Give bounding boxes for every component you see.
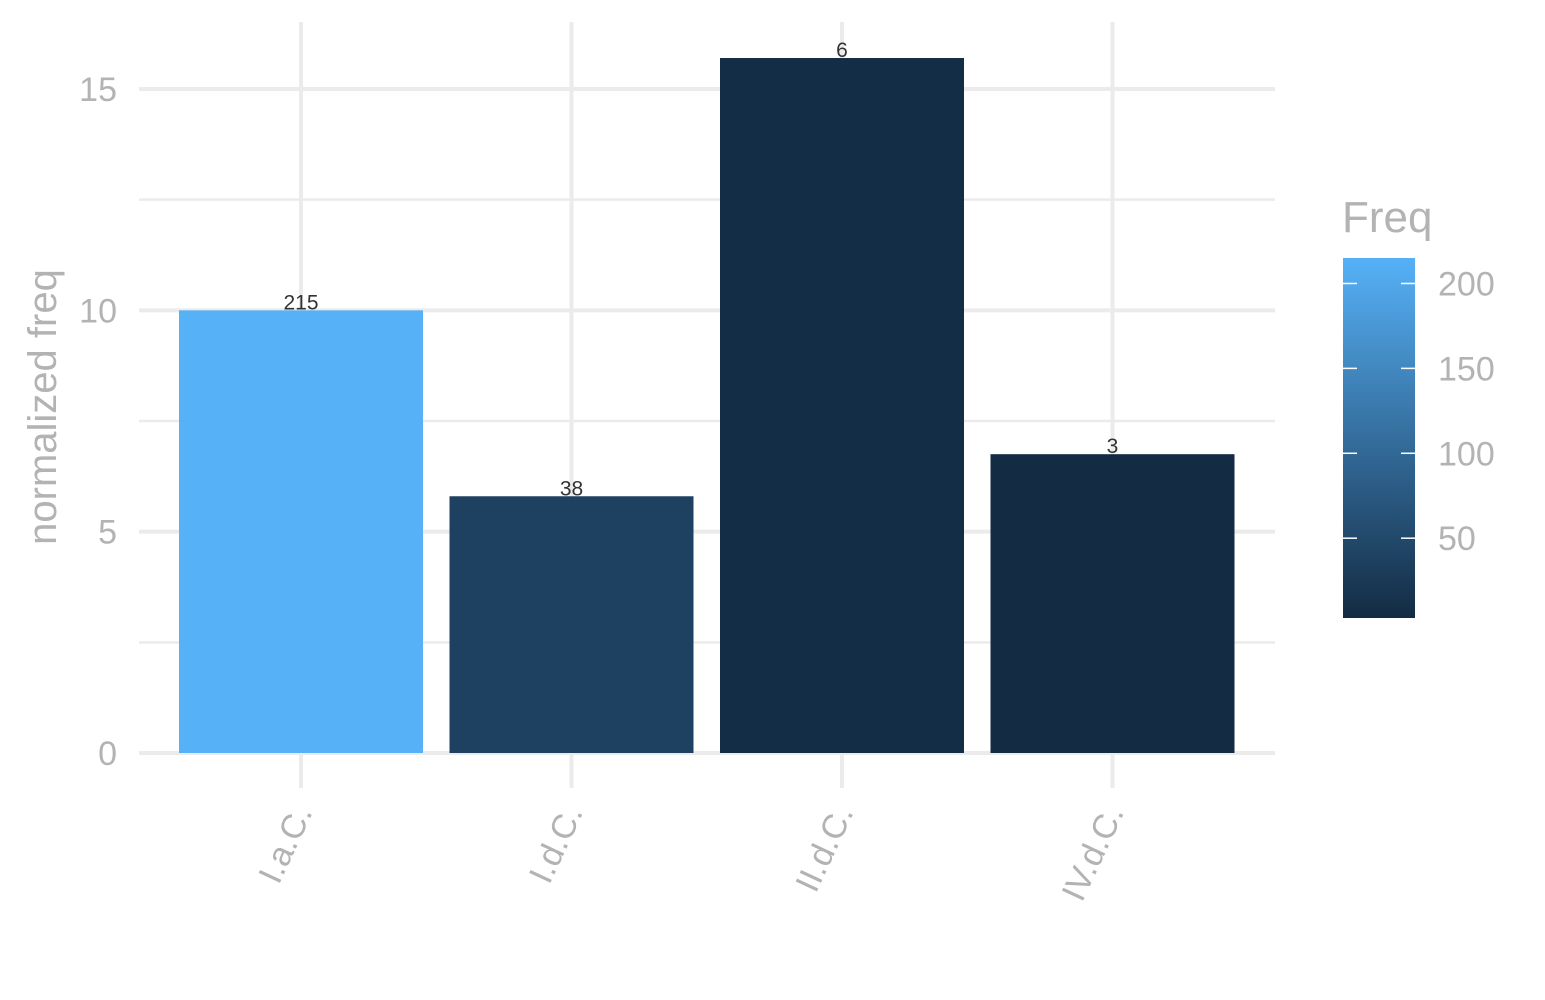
x-tick-label: I.d.C. [522,799,591,889]
bar-value-label: 3 [1107,435,1119,458]
y-axis-ticks: 0 5 10 15 [79,71,117,773]
x-axis-ticks: I.a.C. I.d.C. II.d.C. IV.d.C. [251,799,1131,906]
legend-tick-label: 50 [1438,520,1476,558]
y-tick-label: 15 [79,71,117,109]
y-tick-label: 10 [79,292,117,330]
x-tick-label: IV.d.C. [1055,799,1132,906]
bar [179,310,423,753]
legend-colorbar [1343,258,1415,618]
bar [449,496,694,753]
bar-value-label: 6 [836,39,848,62]
legend-tick-label: 200 [1438,265,1495,303]
legend-tick-label: 100 [1438,435,1495,473]
x-tick-label: I.a.C. [251,799,320,889]
y-tick-label: 5 [98,514,117,552]
bars [179,58,1235,754]
y-axis-title: normalized freq [21,269,65,545]
x-tick-label: II.d.C. [788,799,861,897]
y-tick-label: 0 [98,735,117,773]
legend-ticks: 50 100 150 200 [1343,265,1495,558]
color-legend: Freq 50 100 150 200 [1342,193,1495,618]
bar-value-label: 38 [560,477,583,500]
legend-title: Freq [1342,193,1432,242]
legend-tick-label: 150 [1438,350,1495,388]
bar [990,454,1235,753]
bar-value-label: 215 [283,291,318,314]
bar [720,58,964,754]
bar-labels: 215 38 6 3 [283,39,1118,500]
